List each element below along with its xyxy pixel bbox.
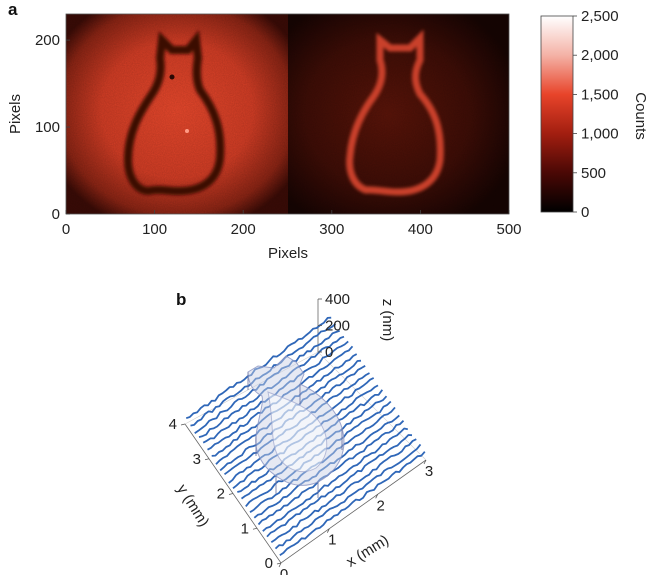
colorbar-tick-label: 1,000 — [581, 126, 619, 143]
profile-trace — [194, 329, 340, 435]
panel-a-ylabel: Pixels — [7, 94, 24, 134]
panel-b-xlabel: x (mm) — [343, 532, 392, 571]
panel-b-cat-shape — [247, 355, 345, 498]
a-y-tick-label: 0 — [52, 206, 60, 223]
a-x-tick-label: 400 — [408, 221, 433, 238]
a-x-tick-label: 300 — [319, 221, 344, 238]
b-x-tick-mark — [423, 459, 427, 465]
profile-trace — [262, 427, 408, 532]
profile-trace — [215, 359, 362, 465]
a-x-tick-label: 500 — [496, 221, 521, 238]
profile-trace — [237, 389, 384, 493]
b-z-tick-label: 200 — [325, 318, 350, 335]
profile-trace — [202, 340, 349, 444]
profile-trace — [223, 372, 370, 476]
left-cat-outline — [123, 29, 225, 196]
a-y-tick-label: 100 — [35, 119, 60, 136]
b-y-tick-label: 0 — [265, 555, 273, 572]
profile-trace — [219, 365, 366, 472]
profile-trace — [211, 353, 358, 457]
colorbar-tick-label: 2,500 — [581, 8, 619, 25]
colorbar-tick-label: 500 — [581, 165, 606, 182]
panel-a-letter: a — [8, 0, 18, 19]
a-x-tick-label: 100 — [142, 221, 167, 238]
colorbar-tick-label: 2,000 — [581, 47, 619, 64]
profile-trace — [232, 384, 379, 490]
profile-trace — [185, 316, 332, 420]
panel-b-zlabel: z (nm) — [379, 299, 396, 342]
b-y-tick-label: 2 — [217, 486, 225, 503]
a-x-tick-label: 200 — [231, 221, 256, 238]
panel-b-letter: b — [176, 290, 186, 309]
a-x-tick-label: 0 — [62, 221, 70, 238]
b-x-tick-mark — [326, 528, 330, 533]
colorbar-label: Counts — [632, 92, 649, 140]
b-x-tick-label: 0 — [280, 566, 288, 575]
bright-speck — [185, 129, 189, 133]
profile-trace — [253, 414, 400, 519]
panel-a-x-ticks: 0 100 200 300 400 500 — [62, 210, 522, 238]
dust-speck — [169, 74, 175, 80]
panel-a-image — [66, 14, 509, 214]
b-y-tick-mark — [228, 493, 234, 495]
colorbar-tick-label: 1,500 — [581, 86, 619, 103]
b-y-tick-mark — [204, 458, 210, 461]
profile-trace — [245, 400, 392, 507]
panel-b-y-ticks: 0 12 3 4 — [169, 416, 282, 572]
profile-trace — [274, 443, 422, 550]
b-y-tick-label: 1 — [241, 520, 249, 537]
b-y-tick-label: 4 — [169, 416, 177, 433]
profile-trace — [228, 377, 375, 484]
colorbar — [540, 15, 574, 213]
b-x-tick-label: 1 — [328, 532, 336, 549]
b-y-tick-mark — [252, 527, 258, 530]
profile-trace — [190, 323, 337, 427]
colorbar-ticks: 0 500 1,000 1,500 2,000 2,500 — [573, 8, 619, 221]
b-y-tick-mark — [180, 423, 186, 426]
panel-a-xlabel: Pixels — [268, 245, 308, 262]
profile-trace — [266, 434, 413, 538]
b-x-tick-mark — [278, 562, 282, 568]
b-z-tick-label: 400 — [325, 291, 350, 308]
b-x-tick-label: 2 — [376, 497, 384, 514]
profile-trace — [249, 406, 396, 513]
b-z-tick-label: 0 — [325, 344, 333, 361]
b-y-tick-label: 3 — [193, 451, 201, 468]
panel-a-frame — [65, 13, 510, 215]
b-x-tick-mark — [375, 494, 379, 499]
colorbar-tick-label: 0 — [581, 204, 589, 221]
b-x-tick-label: 3 — [425, 463, 433, 480]
profile-trace — [240, 395, 388, 500]
right-cat-outline — [346, 29, 444, 196]
a-y-tick-label: 200 — [35, 32, 60, 49]
panel-b-traces — [185, 316, 426, 556]
panel-b-z-ticks: 0 200 400 — [318, 291, 350, 361]
panel-b-ylabel: y (mm) — [173, 481, 212, 530]
profile-trace — [207, 345, 354, 451]
b-y-tick-mark — [276, 562, 282, 565]
panel-a-y-ticks: 0 100 200 — [35, 32, 70, 223]
panel-b-x-ticks: 0 1 2 3 — [278, 459, 433, 575]
profile-trace — [279, 451, 426, 556]
profile-trace — [270, 438, 417, 544]
profile-trace — [198, 335, 345, 438]
